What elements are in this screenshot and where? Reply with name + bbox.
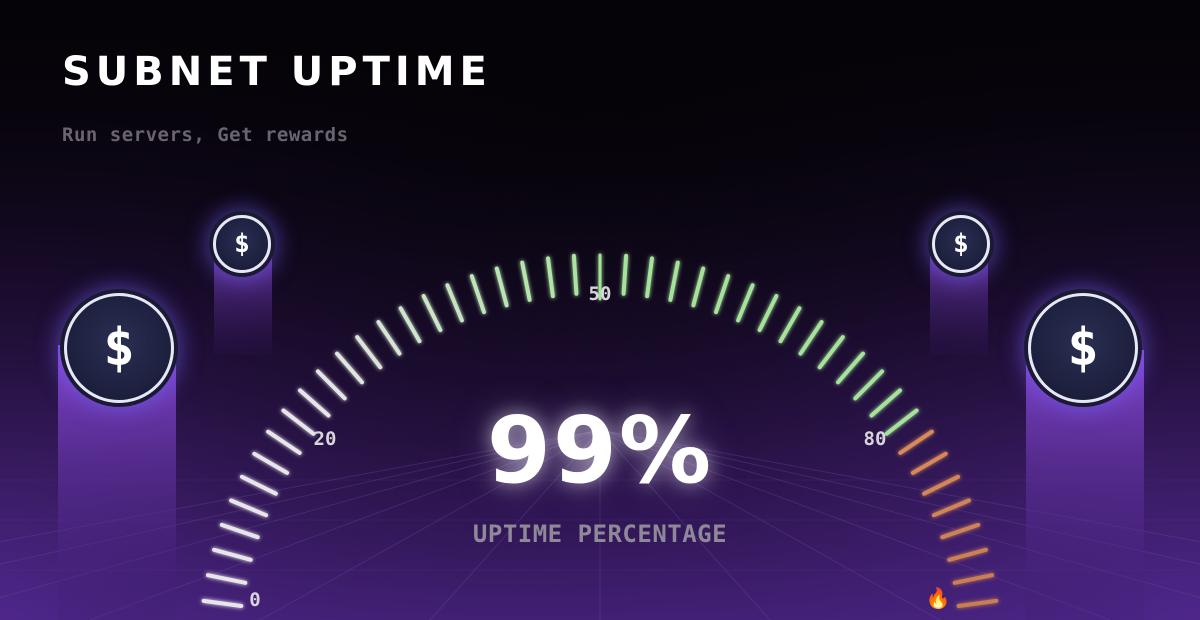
grid-line xyxy=(259,429,601,620)
grid-line xyxy=(0,429,601,599)
gauge-tick xyxy=(736,283,755,323)
gauge-tick xyxy=(239,474,278,496)
gauge-tick xyxy=(645,256,654,299)
gauge-tick xyxy=(910,451,948,475)
uptime-value: 99% xyxy=(486,397,714,504)
gauge-tick xyxy=(445,283,464,323)
gauge-tick xyxy=(335,351,364,385)
gauge-tick xyxy=(898,429,934,455)
uptime-caption: UPTIME PERCENTAGE xyxy=(472,520,728,548)
gauge-tick xyxy=(869,388,902,418)
gauge-tick xyxy=(421,294,443,333)
gauge-tick xyxy=(817,335,845,370)
gauge-tick xyxy=(798,320,824,356)
fire-icon: 🔥 xyxy=(925,586,951,610)
gauge-tick xyxy=(836,351,865,385)
gauge-tick xyxy=(281,408,316,436)
grid-line xyxy=(599,429,771,620)
coin-symbol: $ xyxy=(234,229,250,259)
gauge-tick xyxy=(668,260,680,302)
grid-line xyxy=(599,429,941,620)
gauge-tick xyxy=(884,408,919,436)
gauge-tick xyxy=(757,294,779,333)
gauge-tick xyxy=(212,547,253,562)
gauge-tick xyxy=(494,266,509,308)
gauge-tick xyxy=(952,573,994,585)
gauge-tick xyxy=(219,522,260,540)
gauge-tick xyxy=(691,266,706,308)
gauge-tick xyxy=(520,260,532,302)
gauge-tick xyxy=(469,274,486,315)
gauge-tick xyxy=(355,335,383,370)
gauge-ticks xyxy=(201,253,999,608)
dollar-coin-icon: $ xyxy=(932,215,990,273)
gauge-tick xyxy=(940,522,981,540)
page-title: SUBNET UPTIME xyxy=(62,49,492,95)
gauge-label-0: 0 xyxy=(249,589,261,611)
dollar-coin-icon: $ xyxy=(1028,293,1138,403)
gauge-label-50: 50 xyxy=(588,283,612,305)
gauge-tick xyxy=(956,598,999,608)
dollar-coin-icon: $ xyxy=(213,215,271,273)
gauge-tick xyxy=(398,306,422,344)
coin-symbol: $ xyxy=(953,229,969,259)
gauge-tick xyxy=(853,369,885,401)
grid-line xyxy=(599,429,1111,620)
coin-symbol: $ xyxy=(1067,318,1099,378)
gauge-tick xyxy=(931,498,971,518)
gauge-label-80: 80 xyxy=(863,428,887,450)
dollar-coin-icon: $ xyxy=(64,293,174,403)
gauge-tick xyxy=(229,498,269,518)
gauge-tick xyxy=(714,274,731,315)
grid-line xyxy=(599,429,1200,599)
gauge-tick xyxy=(546,256,555,299)
gauge-tick xyxy=(778,306,802,344)
gauge-tick xyxy=(571,253,579,296)
gauge-tick xyxy=(252,451,290,475)
gauge-tick xyxy=(947,547,988,562)
gauge-tick xyxy=(266,429,302,455)
grid-line xyxy=(429,429,601,620)
coin-symbol: $ xyxy=(103,318,135,378)
grid-line xyxy=(599,429,1200,565)
gauge-tick xyxy=(201,598,244,608)
gauge-tick xyxy=(315,369,347,401)
gauge-tick xyxy=(298,388,331,418)
gauge-tick xyxy=(922,474,961,496)
gauge-tick xyxy=(621,253,629,296)
page-subtitle: Run servers, Get rewards xyxy=(62,124,349,146)
gauge-tick xyxy=(206,573,248,585)
gauge-label-20: 20 xyxy=(313,428,337,450)
gauge-tick xyxy=(376,320,402,356)
